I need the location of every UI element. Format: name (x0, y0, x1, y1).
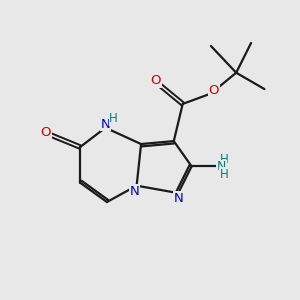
Text: N: N (217, 160, 226, 173)
Text: O: O (41, 126, 51, 139)
Text: O: O (209, 84, 219, 97)
Text: N: N (129, 184, 139, 197)
Text: N: N (173, 192, 183, 205)
Text: H: H (110, 112, 118, 125)
Text: O: O (151, 74, 161, 87)
Text: H: H (220, 153, 229, 166)
Text: H: H (220, 168, 229, 181)
Text: N: N (100, 118, 110, 130)
